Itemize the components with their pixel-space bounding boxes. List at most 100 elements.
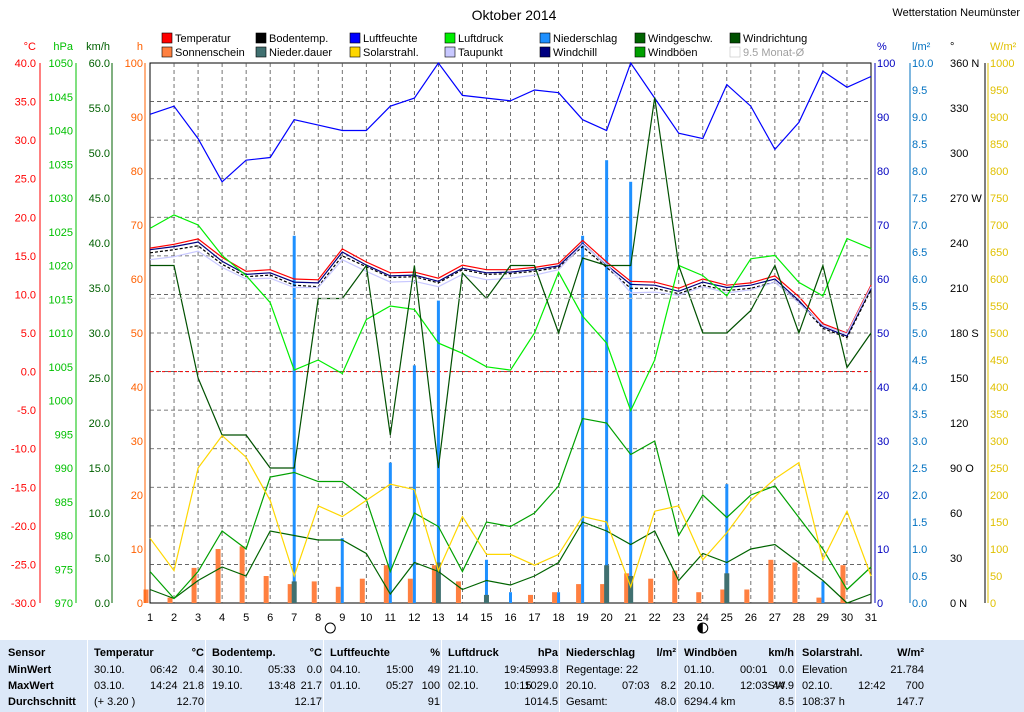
bar-sonnenschein-21: [624, 573, 630, 603]
axis-tick-label: 400: [990, 382, 1008, 394]
stat-row: 30.10. 06:42 0.4: [94, 662, 204, 678]
bar-sonnenschein-2: [167, 597, 173, 603]
stat-row: MaxWert: [8, 678, 86, 694]
axis-tick-label: 20.0: [89, 418, 110, 430]
series-line-windben: [149, 417, 872, 600]
moon-shade: [697, 623, 703, 633]
axis-tick-label: 90 O: [950, 463, 974, 475]
axis-tick-label: 450: [990, 355, 1008, 367]
stat-row: 04.10. 15:00 49: [330, 662, 440, 678]
axis-tick-label: 980: [55, 531, 73, 543]
stat-row: 02.10. 10:15 1029.0: [448, 678, 558, 694]
axis-tick-label: 985: [55, 497, 73, 509]
legend-label: Windrichtung: [743, 33, 807, 45]
legend-swatch: [161, 32, 173, 44]
axis-tick-label: 90: [877, 112, 889, 124]
axis-tick-label: 1030: [49, 193, 73, 205]
axis-unit-label: °C: [24, 41, 36, 53]
legend-swatch: [729, 46, 741, 58]
stat-sensor-name: Luftfeuchte: [330, 647, 390, 659]
x-tick-label: 7: [291, 612, 297, 624]
axis-tick-label: 40: [131, 382, 143, 394]
x-tick-label: 2: [171, 612, 177, 624]
axis-tick-label: 20: [131, 490, 143, 502]
stat-unit: %: [430, 647, 440, 659]
stat-cell: Regentage: 22: [566, 664, 639, 676]
stat-separator: [323, 640, 324, 712]
bar-sonnenschein-30: [840, 565, 846, 603]
axis-tick-label: 0: [137, 598, 143, 610]
axis-tick-label: 6.5: [912, 247, 927, 259]
series-line-windchill: [149, 241, 872, 337]
legend-swatch: [444, 46, 456, 58]
legend-label: Niederschlag: [553, 33, 617, 45]
axis-tick-label: 0.0: [95, 598, 110, 610]
stat-header: Luftdruck hPa: [448, 645, 558, 661]
legend-swatch: [539, 46, 551, 58]
axis-tick-label: 1.5: [912, 517, 927, 529]
series-line-windgeschw: [149, 521, 872, 604]
bar-niederdauer-13: [435, 562, 441, 603]
bar-niederdauer-7: [291, 581, 297, 603]
stat-cell: 02.10.: [802, 680, 833, 692]
axis-tick-label: -25.0: [11, 559, 36, 571]
legend-label: Solarstrahl.: [363, 47, 419, 59]
stat-value: 48.0: [654, 696, 676, 708]
axis-tick-label: 10.0: [912, 58, 933, 70]
axis-tick-label: 30: [877, 436, 889, 448]
stat-cell: 19.10.: [212, 680, 243, 692]
stat-cell: 04.10.: [330, 664, 361, 676]
axis-tick-label: 8.5: [912, 139, 927, 151]
axis-tick-label: 25.0: [15, 174, 36, 186]
bar-niederschlag-16: [509, 592, 512, 603]
stat-row: 6294.4 km 8.5: [684, 694, 794, 710]
stat-value: 49: [427, 664, 440, 676]
x-tick-label: 27: [769, 612, 781, 624]
axis-tick-label: -15.0: [11, 482, 36, 494]
axis-tick-label: 250: [990, 463, 1008, 475]
bar-sonnenschein-26: [744, 589, 750, 603]
stat-cell: 6294.4 km: [684, 696, 736, 708]
stat-value: 8.5: [778, 696, 794, 708]
axis-tick-label: 50: [990, 571, 1002, 583]
stat-sensor-name: Windböen: [684, 647, 738, 659]
bar-niederschlag-12: [412, 365, 416, 603]
stat-row: MinWert: [8, 662, 86, 678]
weather-chart: Oktober 2014 Wetterstation Neumünster °C…: [11, 7, 1020, 634]
bar-sonnenschein-17: [528, 594, 534, 603]
axis-tick-label: 8.0: [912, 166, 927, 178]
axis-tick-label: 550: [990, 301, 1008, 313]
axis-tick-label: 1025: [49, 227, 73, 239]
axis-tick-label: 5.0: [21, 328, 36, 340]
stat-time: 00:01: [740, 664, 768, 676]
axis-tick-label: 40.0: [15, 58, 36, 70]
axis-tick-label: 70: [131, 220, 143, 232]
stat-value: 0.0: [306, 664, 322, 676]
stat-header: Solarstrahl. W/m²: [802, 645, 924, 661]
bar-sonnenschein-4: [215, 549, 221, 603]
axis-tick-label: 10: [131, 544, 143, 556]
axis-tick-label: 35.0: [89, 283, 110, 295]
stat-value: 1014.5: [524, 696, 558, 708]
stat-header: Niederschlag l/m²: [566, 645, 676, 661]
bar-niederschlag-20: [605, 160, 609, 603]
series-line-taupunkt: [149, 243, 872, 335]
axis-tick-label: 2.0: [912, 490, 927, 502]
axis-tick-label: 5.0: [95, 553, 110, 565]
axis-tick-label: 3.0: [912, 436, 927, 448]
stat-cell: 20.10.: [684, 680, 715, 692]
stat-value: 0.4: [188, 664, 204, 676]
stat-sensor-name: Temperatur: [94, 647, 154, 659]
stat-row: (+ 3.20 ) 12.70: [94, 694, 204, 710]
axis-tick-label: 1045: [49, 92, 73, 104]
axis-tick-label: 30: [131, 436, 143, 448]
bar-niederschlag-11: [388, 462, 392, 603]
chart-title: Oktober 2014: [472, 7, 557, 23]
axis-tick-label: 100: [125, 58, 143, 70]
stat-row: Regentage: 22: [566, 662, 676, 678]
stat-sensor-name: Sensor: [8, 647, 46, 659]
axis-tick-label: 4.0: [912, 382, 927, 394]
bar-niederdauer-20: [604, 565, 610, 603]
stat-row: Elevation 21.784: [802, 662, 924, 678]
stat-time: 06:42: [150, 664, 178, 676]
